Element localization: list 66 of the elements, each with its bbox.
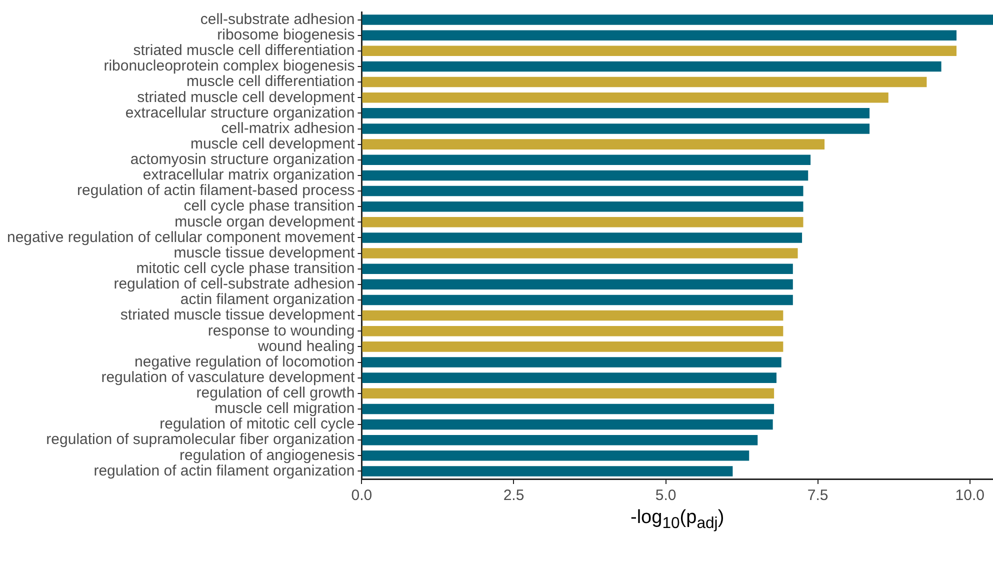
y-tick-label: striated muscle tissue development <box>120 306 356 324</box>
bar <box>362 108 870 118</box>
y-tick-label: muscle tissue development <box>174 244 356 262</box>
bar <box>362 466 733 476</box>
bar <box>362 61 942 72</box>
bar <box>362 357 782 368</box>
y-tick-label: striated muscle cell development <box>137 88 356 106</box>
bar <box>362 76 927 88</box>
y-tick-label: muscle cell development <box>190 135 356 152</box>
bar <box>362 388 774 399</box>
y-tick-label: muscle organ development <box>174 213 356 230</box>
bar <box>362 186 804 196</box>
y-tick-label: ribonucleoprotein complex biogenesis <box>104 58 355 75</box>
y-tick-label: extracellular matrix organization <box>142 166 355 184</box>
y-tick-label: actomyosin structure organization <box>130 151 355 168</box>
y-tick-label: striated muscle cell differentiation <box>133 42 355 60</box>
y-tick-label: response to wounding <box>208 322 355 340</box>
y-tick-label: extracellular structure organization <box>125 104 355 122</box>
bar <box>362 419 773 430</box>
bar <box>362 310 784 321</box>
bar <box>362 450 750 461</box>
y-tick-label: regulation of cell growth <box>196 384 355 402</box>
bar <box>362 170 808 181</box>
x-tick-label: 5.0 <box>655 487 676 504</box>
bar <box>362 279 793 290</box>
bar <box>362 14 993 25</box>
bar <box>362 248 798 258</box>
bar <box>362 404 774 414</box>
y-tick-label: regulation of supramolecular fiber organization <box>46 431 355 448</box>
y-tick-label: regulation of actin filament-based process <box>77 182 355 200</box>
y-tick-label: regulation of vasculature development <box>101 368 356 386</box>
bar <box>362 201 804 212</box>
y-tick-label: muscle cell migration <box>214 400 355 418</box>
bar <box>362 434 758 446</box>
bar <box>362 154 811 166</box>
y-tick-label: regulation of mitotic cell cycle <box>160 416 355 433</box>
y-tick-label: wound healing <box>256 338 355 355</box>
bar <box>362 326 784 336</box>
y-tick-label: cell-matrix adhesion <box>221 120 355 137</box>
y-tick-label: actin filament organization <box>180 291 355 308</box>
bar <box>362 264 793 274</box>
y-tick-label: ribosome biogenesis <box>217 26 355 44</box>
y-tick-label: negative regulation of locomotion <box>134 353 355 370</box>
y-tick-label: cell cycle phase transition <box>184 198 355 215</box>
y-tick-label: regulation of cell-substrate adhesion <box>114 276 355 293</box>
y-tick-label: mitotic cell cycle phase transition <box>136 260 355 277</box>
bar <box>362 139 825 150</box>
y-tick-label: negative regulation of cellular component movement <box>7 228 356 246</box>
bar <box>362 232 802 243</box>
x-tick-label: 2.5 <box>503 487 524 504</box>
y-tick-label: cell-substrate adhesion <box>200 10 355 28</box>
y-tick-label: regulation of actin filament organization <box>94 462 355 480</box>
bar <box>362 372 776 383</box>
y-tick-label: regulation of angiogenesis <box>180 446 355 464</box>
bar <box>362 342 784 352</box>
bar <box>362 46 957 56</box>
x-tick-label: 0.0 <box>351 487 372 504</box>
bar <box>362 92 888 103</box>
x-axis-title: -log$_{10}$(p$_{adj}$) <box>630 507 726 533</box>
bar <box>362 30 957 40</box>
y-tick-label: muscle cell differentiation <box>186 73 355 90</box>
x-tick-label: 10.0 <box>955 487 984 504</box>
x-tick-label: 7.5 <box>807 487 828 504</box>
bar <box>362 217 804 228</box>
bar <box>362 294 793 306</box>
bar <box>362 124 870 134</box>
